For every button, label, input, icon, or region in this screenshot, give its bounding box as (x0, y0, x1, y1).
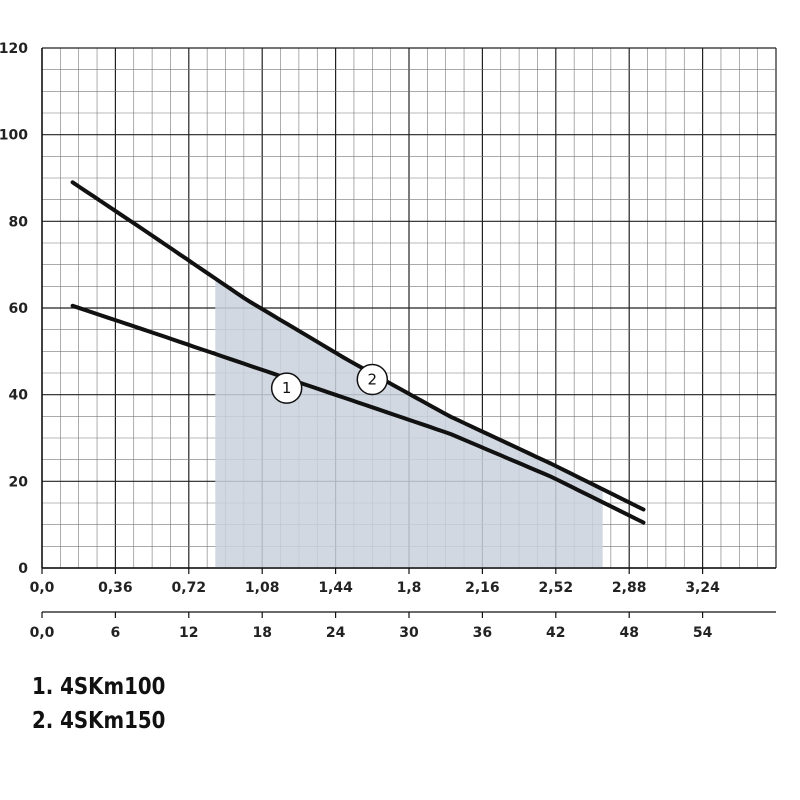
x-tick-label-top: 1,44 (318, 580, 353, 596)
x-tick-label-bottom: 30 (399, 625, 419, 641)
x-tick-label-bottom: 18 (252, 625, 271, 641)
y-tick-label: 20 (9, 474, 29, 490)
x-tick-label-bottom: 54 (693, 625, 713, 641)
x-tick-label-top: 0,36 (98, 580, 133, 596)
series-layer (70, 180, 646, 525)
y-tick-label: 80 (9, 214, 29, 230)
x-tick-label-top: 2,16 (465, 580, 500, 596)
series-marker-label-2: 2 (368, 371, 378, 389)
y-tick-label: 40 (9, 388, 29, 404)
x-tick-label-top: 1,08 (245, 580, 280, 596)
x-ticks-bottom: 0,0 6 12 18 24 30 36 42 48 54 (30, 612, 713, 641)
y-tick-label: 0 (18, 561, 28, 577)
series-line-2 (70, 180, 646, 512)
y-tick-label: 60 (9, 301, 29, 317)
y-tick-label: 100 (0, 128, 28, 144)
shaded-region-layer (215, 278, 603, 568)
series-marker-1 (270, 372, 303, 404)
legend-item-2: 2. 4SKm150 (32, 708, 166, 734)
x-tick-label-top: 3,24 (685, 580, 720, 596)
y-tick-label: 120 (0, 41, 28, 57)
shaded-operating-region (215, 278, 603, 568)
series-marker-2 (356, 363, 389, 396)
x-tick-label-top: 0,72 (172, 580, 207, 596)
series-marker-label-1: 1 (282, 379, 292, 397)
x-tick-label-bottom: 36 (473, 625, 492, 641)
series-line-1 (70, 303, 646, 525)
x-tick-label-top: 0,0 (30, 580, 55, 596)
legend: 1. 4SKm100 2. 4SKm150 (32, 670, 187, 738)
x-tick-label-bottom: 6 (111, 625, 121, 641)
legend-item-1: 1. 4SKm100 (32, 674, 166, 700)
x-tick-label-top: 1,8 (397, 580, 422, 596)
x-tick-label-top: 2,88 (612, 580, 647, 596)
x-tick-label-bottom: 42 (546, 625, 565, 641)
y-ticks: 0 20 40 60 80 100 120 (0, 41, 28, 577)
x-tick-label-bottom: 12 (179, 625, 198, 641)
x-tick-label-bottom: 0,0 (30, 625, 55, 641)
x-tick-label-bottom: 48 (619, 625, 638, 641)
x-ticks-top: 0,0 0,36 0,72 1,08 1,44 1,8 2,16 2,52 2,88 3,24 (30, 568, 720, 596)
x-tick-label-top: 2,52 (539, 580, 574, 596)
x-tick-label-bottom: 24 (326, 625, 346, 641)
